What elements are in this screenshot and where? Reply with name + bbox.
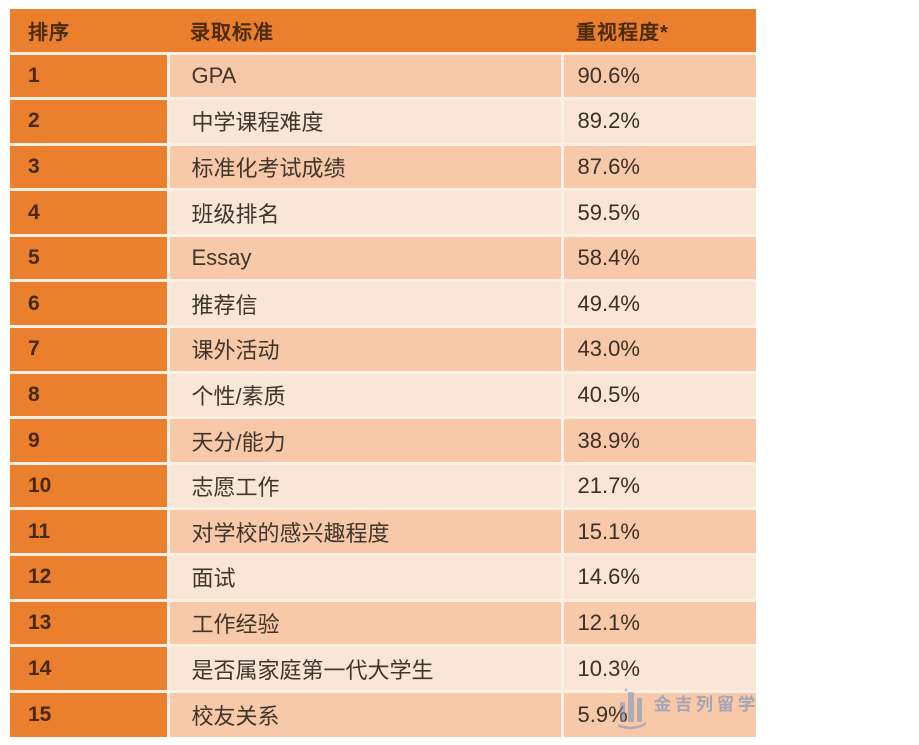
rank-cell: 6 [10,279,168,327]
importance-cell: 10.3% [560,644,756,692]
importance-cell: 15.1% [560,507,756,555]
table-row: 9 天分/能力 38.9% [10,416,756,464]
table-row: 6 推荐信 49.4% [10,279,756,327]
rank-cell: 14 [10,644,168,692]
importance-cell: 40.5% [560,370,756,418]
rank-cell: 1 [10,51,168,99]
criterion-cell: 标准化考试成绩 [166,142,562,190]
table-row: 1 GPA 90.6% [10,51,756,99]
table-row: 13 工作经验 12.1% [10,598,756,646]
criterion-cell: 志愿工作 [166,461,562,509]
rank-cell: 15 [10,689,168,737]
importance-cell: 14.6% [560,553,756,601]
table-row: 8 个性/素质 40.5% [10,370,756,418]
table-body: 1 GPA 90.6% 2 中学课程难度 89.2% 3 标准化考试成绩 87.6% 4 班级排名 5… [10,51,756,737]
table-row: 12 面试 14.6% [10,553,756,601]
criterion-cell: 班级排名 [166,188,562,236]
importance-cell: 59.5% [560,188,756,236]
criterion-cell: 天分/能力 [166,416,562,464]
criterion-cell: 个性/素质 [166,370,562,418]
importance-cell: 87.6% [560,142,756,190]
header-criterion: 录取标准 [168,9,562,53]
rank-cell: 9 [10,416,168,464]
rank-cell: 13 [10,598,168,646]
rank-cell: 10 [10,461,168,509]
admission-criteria-table-wrap: 排序 录取标准 重视程度* 1 GPA 90.6% 2 中学课程难度 89.2% 3 标准化考… [10,9,756,737]
importance-cell: 49.4% [560,279,756,327]
criterion-cell: 中学课程难度 [166,97,562,145]
table-row: 3 标准化考试成绩 87.6% [10,142,756,190]
table-row: 2 中学课程难度 89.2% [10,97,756,145]
header-importance: 重视程度* [562,9,756,53]
criterion-cell: GPA [166,51,562,99]
criterion-cell: 对学校的感兴趣程度 [166,507,562,555]
rank-cell: 8 [10,370,168,418]
table-row: 5 Essay 58.4% [10,233,756,281]
rank-cell: 5 [10,233,168,281]
header-rank: 排序 [10,9,168,53]
rank-cell: 11 [10,507,168,555]
criterion-cell: 面试 [166,553,562,601]
importance-cell: 38.9% [560,416,756,464]
rank-cell: 4 [10,188,168,236]
rank-cell: 7 [10,325,168,373]
table-row: 11 对学校的感兴趣程度 15.1% [10,507,756,555]
importance-cell: 43.0% [560,325,756,373]
header-row: 排序 录取标准 重视程度* [10,9,756,53]
criterion-cell: 校友关系 [166,689,562,737]
table-row: 10 志愿工作 21.7% [10,461,756,509]
importance-cell: 89.2% [560,97,756,145]
criterion-cell: 推荐信 [166,279,562,327]
importance-cell: 90.6% [560,51,756,99]
rank-cell: 12 [10,553,168,601]
table-row: 14 是否属家庭第一代大学生 10.3% [10,644,756,692]
rank-cell: 2 [10,97,168,145]
importance-cell: 58.4% [560,233,756,281]
importance-cell: 12.1% [560,598,756,646]
rank-cell: 3 [10,142,168,190]
table-row: 4 班级排名 59.5% [10,188,756,236]
admission-criteria-table: 排序 录取标准 重视程度* 1 GPA 90.6% 2 中学课程难度 89.2% 3 标准化考… [10,9,756,737]
table-row: 15 校友关系 5.9% [10,689,756,737]
criterion-cell: 是否属家庭第一代大学生 [166,644,562,692]
criterion-cell: 课外活动 [166,325,562,373]
importance-cell: 5.9% [560,689,756,737]
criterion-cell: Essay [166,233,562,281]
criterion-cell: 工作经验 [166,598,562,646]
table-row: 7 课外活动 43.0% [10,325,756,373]
importance-cell: 21.7% [560,461,756,509]
